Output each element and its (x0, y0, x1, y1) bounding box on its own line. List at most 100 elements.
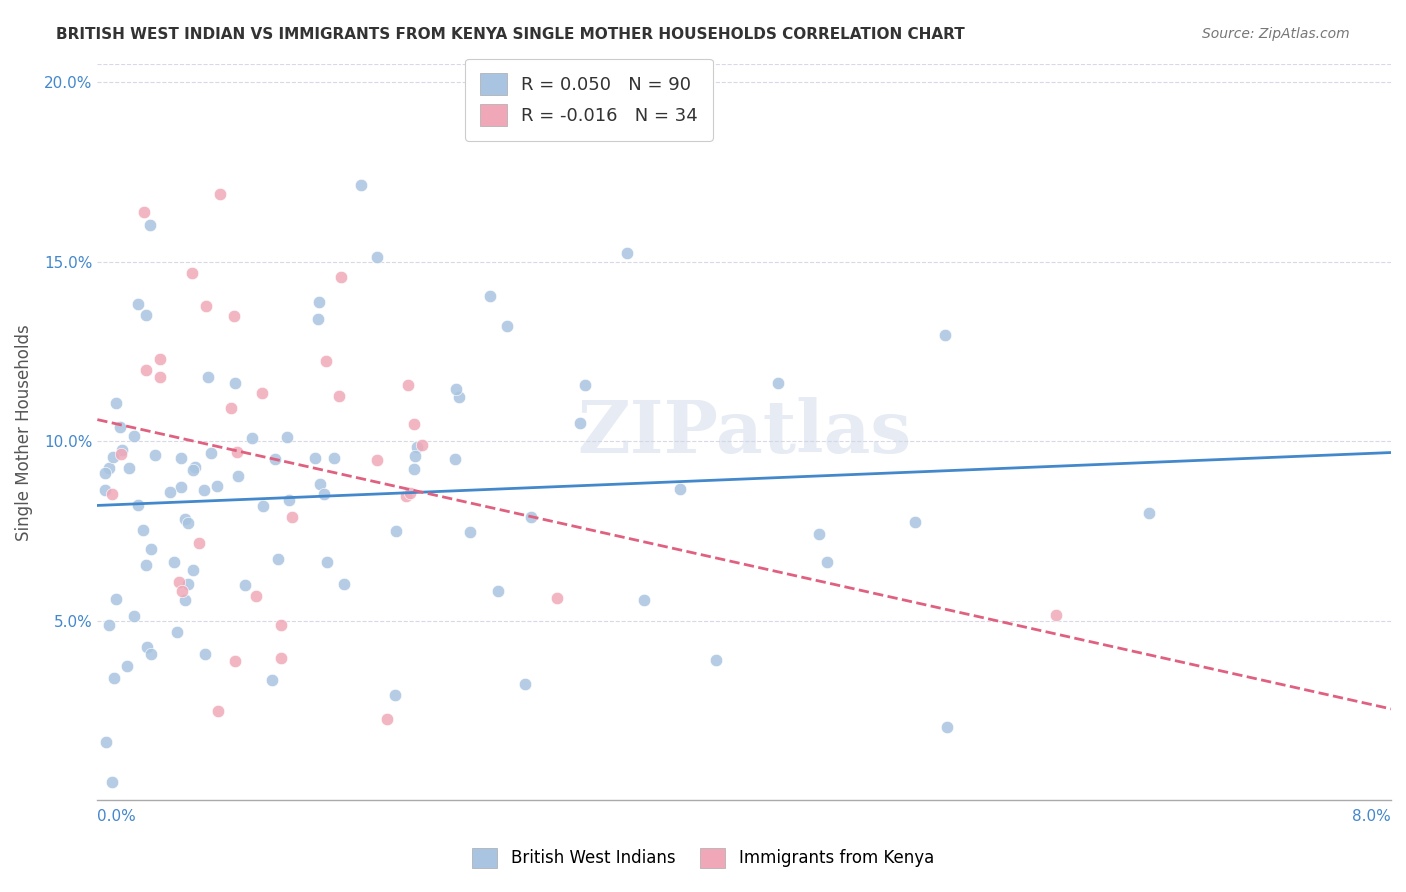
Point (307, 312, 329, 326)
Point (308, 295, 330, 310)
Point (766, 376, 789, 391)
Point (149, 370, 172, 384)
Point (167, 574, 190, 589)
Y-axis label: Single Mother Households: Single Mother Households (15, 324, 32, 541)
Point (197, 369, 219, 384)
Point (170, 480, 193, 494)
Point (444, 451, 467, 466)
Point (135, 640, 157, 654)
Point (519, 510, 541, 524)
Point (174, 512, 197, 526)
Point (267, 552, 290, 566)
Text: BRITISH WEST INDIAN VS IMMIGRANTS FROM KENYA SINGLE MOTHER HOUSEHOLDS CORRELATIO: BRITISH WEST INDIAN VS IMMIGRANTS FROM K… (56, 27, 965, 42)
Point (131, 523, 153, 537)
Point (252, 499, 274, 513)
Point (304, 451, 326, 466)
Point (135, 363, 157, 377)
Point (135, 558, 157, 572)
Point (385, 524, 408, 538)
Point (177, 516, 200, 530)
Point (127, 297, 149, 311)
Point (141, 542, 163, 557)
Point (110, 446, 132, 460)
Point (139, 218, 162, 232)
Point (103, 672, 125, 686)
Point (278, 493, 301, 508)
Point (143, 448, 166, 462)
Point (174, 593, 197, 607)
Point (366, 453, 388, 467)
Point (207, 704, 229, 718)
Point (224, 654, 246, 668)
Point (315, 354, 337, 368)
Point (97, 461, 120, 475)
Point (404, 417, 426, 432)
Point (384, 688, 406, 702)
Point (479, 289, 502, 303)
Point (449, 390, 471, 404)
Point (139, 648, 162, 662)
Point (375, 712, 398, 726)
Point (226, 445, 249, 459)
Point (316, 554, 339, 568)
Point (276, 430, 298, 444)
Point (170, 583, 193, 598)
Point (395, 489, 418, 503)
Point (105, 395, 128, 409)
Point (103, 450, 125, 465)
Point (149, 352, 172, 367)
Point (496, 319, 519, 334)
Point (194, 647, 217, 661)
Point (328, 389, 350, 403)
Point (262, 673, 284, 688)
Point (240, 431, 263, 445)
Point (444, 383, 467, 397)
Point (402, 462, 425, 476)
Point (314, 487, 336, 501)
Point (176, 577, 198, 591)
Legend: British West Indians, Immigrants from Kenya: British West Indians, Immigrants from Ke… (465, 841, 941, 875)
Point (807, 527, 830, 541)
Point (633, 593, 655, 607)
Point (411, 438, 433, 452)
Point (1045, 607, 1067, 622)
Point (460, 525, 482, 540)
Point (134, 205, 156, 219)
Text: Source: ZipAtlas.com: Source: ZipAtlas.com (1202, 27, 1350, 41)
Point (222, 310, 245, 324)
Point (105, 592, 128, 607)
Point (111, 442, 134, 457)
Point (184, 460, 207, 475)
Point (94, 466, 117, 480)
Point (332, 577, 354, 591)
Point (252, 386, 274, 401)
Legend: R = 0.050   N = 90, R = -0.016   N = 34: R = 0.050 N = 90, R = -0.016 N = 34 (465, 59, 713, 141)
Point (936, 721, 959, 735)
Point (323, 450, 346, 465)
Point (94, 735, 117, 749)
Point (163, 555, 186, 569)
Text: ZIPatlas: ZIPatlas (576, 397, 911, 467)
Point (330, 269, 353, 284)
Point (170, 450, 193, 465)
Text: 8.0%: 8.0% (1353, 809, 1391, 824)
Point (226, 468, 249, 483)
Point (233, 578, 256, 592)
Point (209, 186, 232, 201)
Point (122, 429, 145, 443)
Point (122, 608, 145, 623)
Point (280, 509, 302, 524)
Point (118, 461, 141, 475)
Point (350, 178, 373, 192)
Point (396, 377, 419, 392)
Point (404, 449, 426, 463)
Point (270, 650, 292, 665)
Point (616, 245, 638, 260)
Point (205, 478, 228, 492)
Point (515, 677, 537, 691)
Point (181, 563, 204, 577)
Text: 0.0%: 0.0% (97, 809, 136, 824)
Point (219, 401, 242, 415)
Point (97, 618, 120, 632)
Point (366, 250, 388, 264)
